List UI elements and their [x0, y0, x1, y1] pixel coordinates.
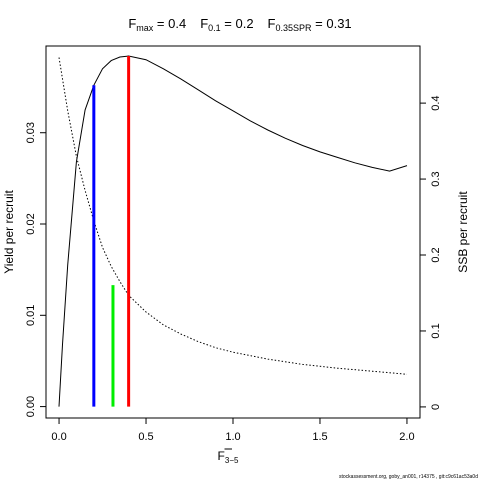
chart-title: Fmax = 0.4 F0.1 = 0.2 F0.35SPR = 0.31	[128, 16, 351, 33]
yield-curve	[58, 55, 408, 407]
series-layer	[58, 55, 408, 407]
y-tick-label: 0.00	[25, 396, 37, 417]
x-axis: 0.0 0.5 1.0 1.5 2.0	[51, 418, 415, 443]
title-f01-label: F	[200, 16, 208, 31]
y2-tick-label: 0.4	[430, 95, 442, 110]
y2-axis-label: SSB per recruit	[456, 191, 470, 273]
ssb-curve	[58, 57, 408, 375]
y2-tick-label: 0.2	[430, 247, 442, 262]
y-axis-label: Yield per recruit	[2, 190, 16, 274]
reference-lines	[92, 56, 131, 407]
y2-tick-label: 0.1	[430, 323, 442, 338]
title-fspr-sub: 0.35SPR	[276, 23, 313, 33]
title-fspr-label: F	[268, 16, 276, 31]
x-tick-label: 0.5	[138, 431, 153, 443]
y2-tick-label: 0.3	[430, 171, 442, 186]
y-axis-right: 0 0.1 0.2 0.3 0.4	[420, 95, 442, 410]
y-axis-left: 0.00 0.01 0.02 0.03	[25, 122, 46, 417]
x-tick-label: 2.0	[399, 431, 414, 443]
title-fmax-label: F	[128, 16, 136, 31]
x-tick-label: 1.0	[225, 431, 240, 443]
y2-tick-label: 0	[430, 404, 442, 410]
title-fmax-value: = 0.4	[153, 16, 186, 31]
x-axis-label-main: F	[218, 449, 225, 463]
x-tick-label: 0.0	[51, 431, 66, 443]
title-fmax-sub: max	[136, 23, 154, 33]
x-axis-label: F3−5	[218, 449, 239, 465]
title-f01-value: = 0.2	[221, 16, 254, 31]
title-fspr-value: = 0.31	[312, 16, 352, 31]
x-tick-label: 1.5	[312, 431, 327, 443]
title-f01-sub: 0.1	[208, 23, 221, 33]
footer-note: stockassessment.org, goby_an001, r14375 …	[339, 474, 478, 480]
y-tick-label: 0.02	[25, 213, 37, 234]
y-tick-label: 0.03	[25, 122, 37, 143]
x-axis-label-sub: 3−5	[225, 456, 239, 465]
y-tick-label: 0.01	[25, 305, 37, 326]
